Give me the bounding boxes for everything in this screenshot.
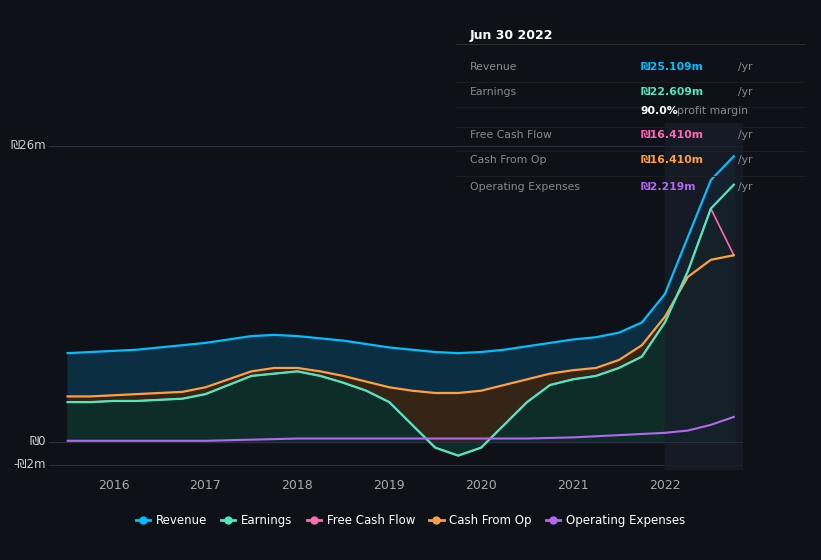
Bar (665, 123, 789, 470)
Text: ₪16.410m: ₪16.410m (640, 130, 704, 140)
Text: -₪2m: -₪2m (13, 458, 46, 471)
Text: ₪2.219m: ₪2.219m (640, 182, 696, 192)
Text: /yr: /yr (738, 182, 753, 192)
Text: Free Cash Flow: Free Cash Flow (470, 130, 552, 140)
Text: Cash From Op: Cash From Op (470, 155, 546, 165)
Text: /yr: /yr (738, 62, 753, 72)
Text: ₪16.410m: ₪16.410m (640, 155, 704, 165)
Text: ₪0: ₪0 (30, 436, 46, 449)
Text: ₪22.609m: ₪22.609m (640, 87, 704, 97)
Text: Operating Expenses: Operating Expenses (470, 182, 580, 192)
Text: /yr: /yr (738, 87, 753, 97)
Text: ₪26m: ₪26m (10, 139, 46, 152)
Text: /yr: /yr (738, 155, 753, 165)
Text: 90.0%: 90.0% (640, 106, 678, 116)
Text: /yr: /yr (738, 130, 753, 140)
Legend: Revenue, Earnings, Free Cash Flow, Cash From Op, Operating Expenses: Revenue, Earnings, Free Cash Flow, Cash … (131, 510, 690, 532)
Text: Jun 30 2022: Jun 30 2022 (470, 29, 553, 41)
Text: Revenue: Revenue (470, 62, 517, 72)
Text: Earnings: Earnings (470, 87, 516, 97)
Text: profit margin: profit margin (677, 106, 748, 116)
Text: ₪25.109m: ₪25.109m (640, 62, 704, 72)
